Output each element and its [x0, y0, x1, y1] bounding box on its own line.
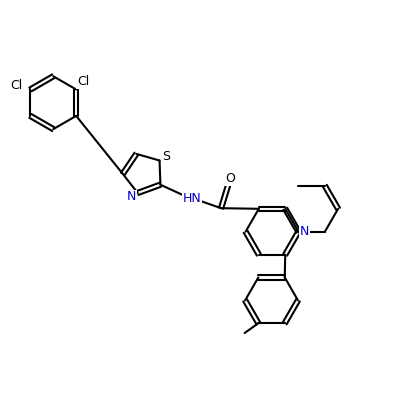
Text: Cl: Cl	[10, 79, 23, 92]
Text: HN: HN	[182, 192, 201, 205]
Text: S: S	[162, 150, 170, 163]
Text: Cl: Cl	[77, 75, 89, 88]
Text: N: N	[127, 190, 136, 203]
Text: N: N	[299, 225, 308, 238]
Text: O: O	[224, 172, 234, 185]
